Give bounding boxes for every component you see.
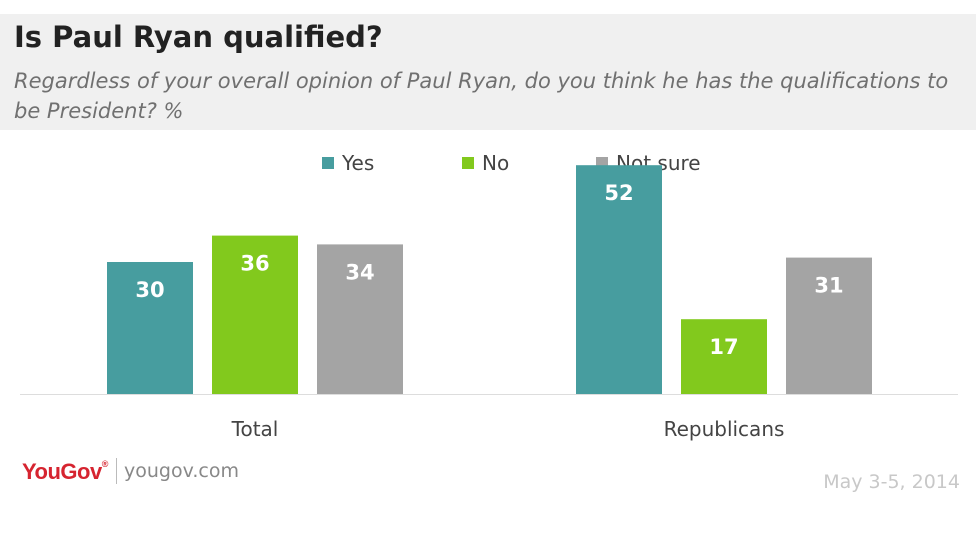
- data-label: 30: [135, 278, 164, 302]
- chart-subtitle: Regardless of your overall opinion of Pa…: [14, 69, 949, 123]
- yougov-logo: YouGov®: [22, 459, 108, 484]
- legend-label: No: [482, 151, 510, 175]
- bar-yes-republicans: [576, 165, 662, 394]
- legend-swatch: [322, 157, 334, 169]
- legend-swatch: [462, 157, 474, 169]
- survey-date: May 3-5, 2014: [823, 471, 960, 493]
- data-label: 17: [709, 335, 738, 359]
- chart-title: Is Paul Ryan qualified?: [14, 20, 383, 54]
- bar-not-sure-total: [317, 244, 403, 394]
- bar-no-republicans: [681, 319, 767, 394]
- bar-yes-total: [107, 262, 193, 394]
- data-label: 52: [604, 181, 633, 205]
- bar-no-total: [212, 235, 298, 394]
- legend-label: Yes: [342, 151, 375, 175]
- data-label: 31: [814, 274, 843, 298]
- data-label: 36: [240, 252, 269, 276]
- legend-item-yes: Yes: [322, 151, 374, 175]
- footer-separator: [116, 458, 117, 484]
- footer-url: yougov.com: [124, 460, 239, 482]
- header-band: [0, 14, 976, 130]
- category-label: Republicans: [664, 417, 785, 441]
- bar-not-sure-republicans: [786, 257, 872, 394]
- category-label: Total: [231, 417, 279, 441]
- data-label: 34: [345, 260, 374, 284]
- legend-item-no: No: [462, 151, 509, 175]
